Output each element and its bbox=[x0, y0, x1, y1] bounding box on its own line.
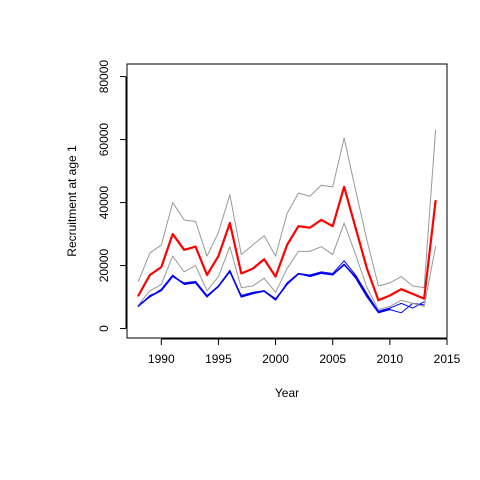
y-axis-title: Recruitment at age 1 bbox=[65, 145, 79, 257]
y-tick-label: 40000 bbox=[97, 186, 111, 220]
x-axis-title: Year bbox=[275, 386, 299, 400]
series-line-2 bbox=[137, 129, 437, 289]
x-tick-label: 2015 bbox=[434, 352, 461, 366]
series-line-3 bbox=[137, 222, 437, 311]
x-tick-label: 2000 bbox=[262, 352, 289, 366]
y-tick-label: 0 bbox=[97, 325, 111, 332]
plot-frame bbox=[126, 63, 448, 339]
x-tick-label: 2005 bbox=[319, 352, 346, 366]
tick-layer: 1990 1995 2000 2005 2010 2015 0 20000 40000 60000… bbox=[97, 60, 461, 366]
series-line-6 bbox=[137, 263, 391, 313]
series-line-1 bbox=[137, 185, 437, 302]
series-line-5 bbox=[137, 263, 425, 314]
x-tick-label: 1990 bbox=[148, 352, 175, 366]
series-line-4 bbox=[137, 260, 425, 312]
series-layer bbox=[137, 129, 437, 314]
y-tick-label: 20000 bbox=[97, 249, 111, 283]
y-tick-label: 60000 bbox=[97, 123, 111, 157]
x-tick-label: 2010 bbox=[377, 352, 404, 366]
y-tick-label: 80000 bbox=[97, 60, 111, 94]
x-tick-label: 1995 bbox=[205, 352, 232, 366]
